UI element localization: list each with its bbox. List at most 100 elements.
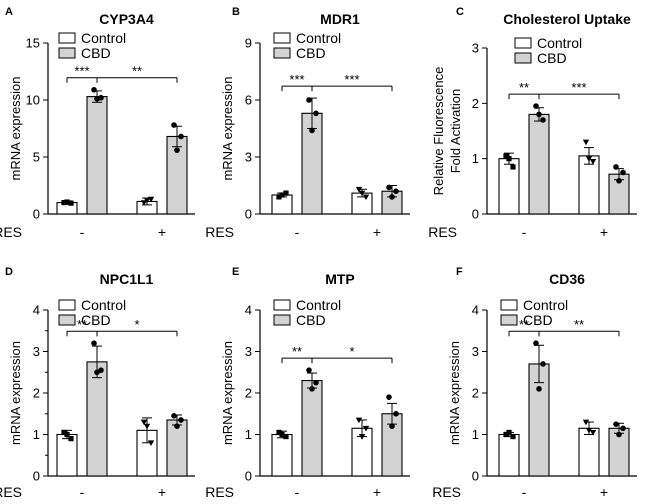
data-point (64, 431, 70, 438)
chart-title: CD36 (549, 271, 585, 287)
panel-letter: D (5, 266, 13, 278)
y-tick-label: 3 (472, 41, 479, 56)
y-tick-label: 3 (245, 344, 252, 359)
res-minus: - (522, 484, 527, 500)
data-point (540, 361, 546, 367)
legend-label-control: Control (81, 297, 126, 313)
data-point (510, 164, 516, 170)
legend-swatch-control (514, 37, 532, 49)
y-axis-label: mRNA expression (220, 76, 235, 180)
res-plus: + (373, 224, 381, 240)
y-tick-label: 4 (33, 303, 40, 318)
data-point (313, 379, 319, 386)
y-tick-label: 0 (33, 469, 40, 484)
res-plus: + (600, 484, 608, 500)
y-tick-label: 15 (26, 36, 40, 51)
chart-title: Cholesterol Uptake (503, 11, 631, 27)
legend-label-control: Control (537, 35, 582, 51)
data-point (613, 421, 619, 427)
bar-control (578, 427, 600, 477)
data-point (503, 431, 509, 438)
bar-control (498, 433, 520, 477)
data-point (362, 194, 370, 201)
data-point (313, 110, 319, 117)
data-point (616, 431, 622, 438)
y-axis-label: Fold Activation (448, 89, 463, 174)
significance-label: ** (519, 317, 529, 332)
y-axis-label: mRNA expression (8, 341, 23, 445)
legend-label-cbd: CBD (296, 312, 326, 328)
legend-swatch-cbd (514, 52, 532, 64)
data-point (147, 440, 155, 446)
res-plus: + (600, 224, 608, 240)
bar-control (271, 433, 293, 477)
panel-letter: E (232, 266, 239, 278)
chart-title: CYP3A4 (99, 11, 154, 27)
data-point (386, 394, 392, 400)
significance-label: *** (289, 72, 304, 87)
data-point (171, 122, 177, 128)
bar-cbd (86, 361, 108, 477)
significance-label: ** (132, 64, 142, 79)
y-tick-label: 2 (472, 96, 479, 111)
y-axis-label: mRNA expression (447, 341, 462, 445)
data-point (589, 430, 597, 436)
y-tick-label: 0 (472, 207, 479, 222)
legend-swatch-control (273, 299, 291, 311)
legend-swatch-cbd (58, 314, 76, 326)
data-point (585, 156, 593, 162)
y-tick-label: 0 (245, 469, 252, 484)
data-point (61, 429, 67, 436)
res-plus: + (158, 484, 166, 500)
legend-label-cbd: CBD (296, 45, 326, 61)
y-tick-label: 0 (33, 207, 40, 222)
data-point (171, 413, 177, 419)
data-point (533, 340, 539, 347)
y-tick-label: 3 (245, 150, 252, 165)
y-axis-label: Relative Fluorescence (431, 67, 446, 196)
significance-label: *** (74, 64, 89, 79)
data-point (91, 340, 97, 347)
bar-control (56, 433, 78, 477)
panel-letter: C (456, 6, 464, 18)
bar-cbd (86, 96, 108, 215)
legend-swatch-cbd (58, 47, 76, 59)
data-point (279, 431, 285, 438)
data-point (276, 429, 282, 436)
data-point (306, 97, 312, 103)
chart-title: MTP (325, 271, 355, 287)
data-point (61, 200, 67, 206)
y-tick-label: 3 (472, 344, 479, 359)
data-point (276, 194, 282, 200)
data-point (389, 194, 395, 200)
y-tick-label: 0 (472, 469, 479, 484)
data-point (306, 367, 312, 373)
data-point (174, 147, 180, 153)
y-tick-label: 5 (33, 150, 40, 165)
data-point (620, 425, 626, 432)
data-point (506, 429, 512, 436)
bar-cbd (528, 113, 550, 215)
y-tick-label: 3 (33, 344, 40, 359)
data-point (616, 178, 622, 184)
legend-label-cbd: CBD (537, 50, 567, 66)
data-point (309, 386, 315, 392)
y-axis-label: mRNA expression (8, 76, 23, 180)
data-point (393, 188, 399, 194)
data-point (582, 139, 590, 146)
data-point (309, 127, 315, 134)
res-minus: - (80, 224, 85, 240)
y-tick-label: 4 (472, 303, 479, 318)
legend-label-cbd: CBD (81, 312, 111, 328)
legend-swatch-control (500, 299, 518, 311)
chart-title: MDR1 (320, 11, 360, 27)
data-point (355, 417, 363, 424)
data-point (389, 423, 395, 430)
data-point (503, 153, 509, 159)
data-point (174, 423, 180, 430)
legend-label-cbd: CBD (81, 45, 111, 61)
legend-label-control: Control (81, 30, 126, 46)
data-point (64, 199, 70, 205)
